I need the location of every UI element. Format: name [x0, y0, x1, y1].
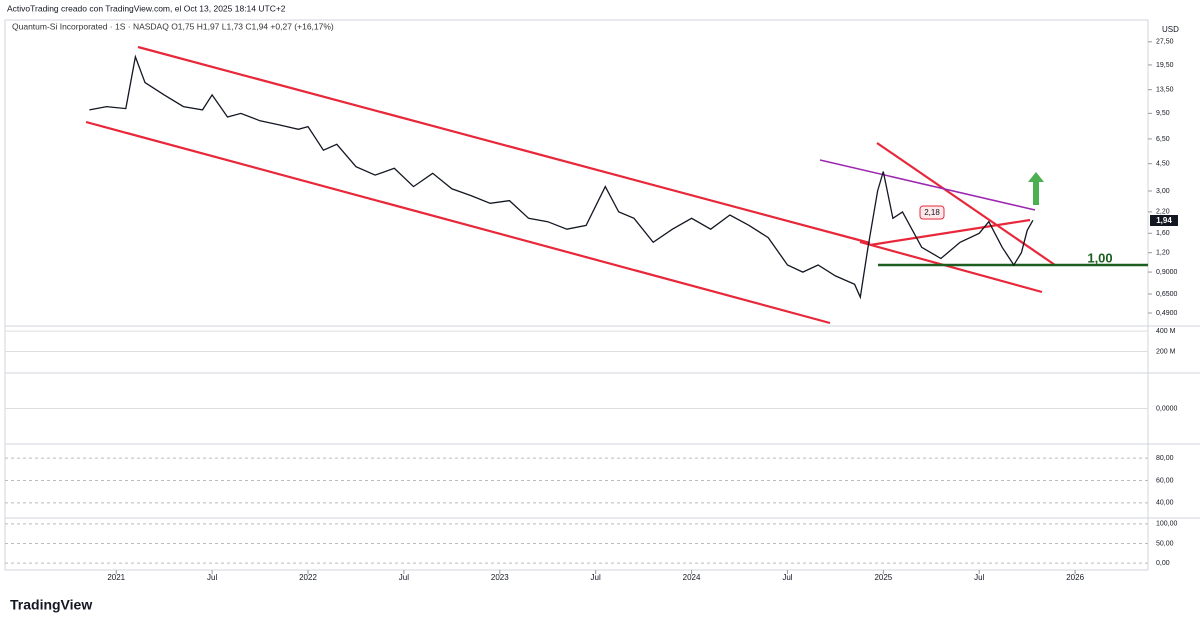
x-tick-label: 2026	[1066, 573, 1084, 582]
last-price-tag	[1150, 215, 1178, 226]
panel-tick-label: 40,00	[1156, 500, 1174, 507]
trend-lines	[85, 45, 1056, 325]
y-tick-label: 1,20	[1156, 250, 1170, 257]
x-tick-label: Jul	[782, 573, 792, 582]
y-tick-label: 27,50	[1156, 39, 1174, 46]
x-tick-label: 2024	[683, 573, 701, 582]
y-tick-label: 1,60	[1156, 230, 1170, 237]
support-label: 1,00	[1087, 250, 1112, 265]
y-tick-label: 0,6500	[1156, 291, 1178, 298]
price-line	[89, 54, 1034, 300]
x-tick-label: Jul	[974, 573, 984, 582]
x-tick-label: 2021	[107, 573, 125, 582]
panel-tick-label: 100,00	[1156, 521, 1178, 528]
y-tick-label: 0,9000	[1156, 269, 1178, 276]
panel-tick-label: 0,0000	[1156, 405, 1178, 412]
x-tick-label: 2025	[874, 573, 892, 582]
x-tick-label: 2023	[491, 573, 509, 582]
x-tick-label: 2022	[299, 573, 317, 582]
panel-tick-label: 0,00	[1156, 560, 1170, 567]
y-tick-label: 9,50	[1156, 110, 1170, 117]
panel-tick-label: 60,00	[1156, 477, 1174, 484]
y-tick-label: 2,20	[1156, 209, 1170, 216]
ma-line	[819, 159, 1036, 211]
y-tick-label: 4,50	[1156, 161, 1170, 168]
y-tick-label: 3,00	[1156, 188, 1170, 195]
price-bubble	[919, 205, 945, 220]
x-tick-label: Jul	[207, 573, 217, 582]
bubble-label: 2,18	[924, 208, 940, 217]
x-tick-label: Jul	[591, 573, 601, 582]
last-price-label: 1,94	[1156, 216, 1172, 225]
up-arrow	[1028, 172, 1044, 205]
chart-title: ActivoTrading creado con TradingView.com…	[7, 3, 286, 13]
x-tick-label: Jul	[399, 573, 409, 582]
panel-tick-label: 400 M	[1156, 328, 1176, 335]
panel-tick-label: 80,00	[1156, 455, 1174, 462]
panel-tick-label: 200 M	[1156, 348, 1176, 355]
panel-tick-label: 50,00	[1156, 540, 1174, 547]
y-tick-label: 13,50	[1156, 87, 1174, 94]
y-tick-label: 6,50	[1156, 136, 1170, 143]
symbol-info: Quantum-Si Incorporated · 1S · NASDAQ O1…	[12, 21, 334, 31]
y-tick-label: 19,50	[1156, 62, 1174, 69]
y-tick-label: 0,4900	[1156, 310, 1178, 317]
currency-label: USD	[1162, 25, 1179, 34]
brand: TradingView	[10, 597, 92, 613]
